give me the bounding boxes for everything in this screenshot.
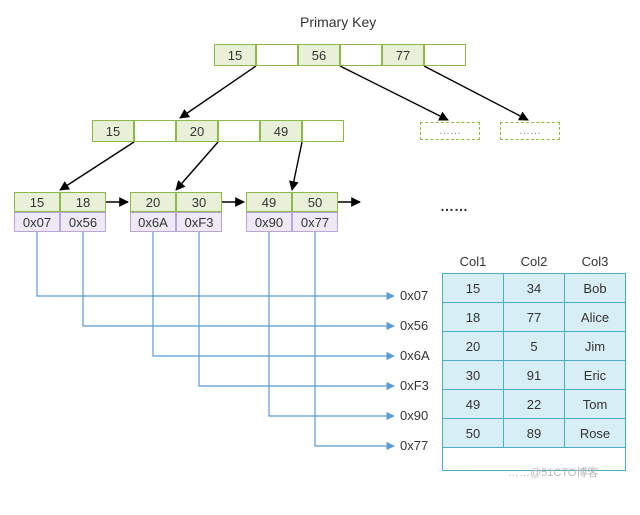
leaf-node: 49500x900x77 [246,192,338,232]
table-cell: Jim [565,332,626,361]
leaf-key-cell: 50 [292,192,338,212]
diagram-title: Primary Key [300,14,376,30]
pointer-label: 0x07 [400,288,428,303]
node-cell: 15 [214,44,256,66]
pointer-label: 0xF3 [400,378,429,393]
node-cell [424,44,466,66]
node-cell: 49 [260,120,302,142]
table-row: 3091Eric [443,361,626,390]
node-cell: 56 [298,44,340,66]
leaf-key-cell: 15 [14,192,60,212]
dashed-node: …… [420,122,480,140]
table-row: 1877Alice [443,303,626,332]
table-cell: Bob [565,274,626,303]
leaf-ptr-cell: 0x07 [14,212,60,232]
table-cell: Rose [565,419,626,448]
table-cell: Eric [565,361,626,390]
node-cell: 15 [92,120,134,142]
table-row: 205Jim [443,332,626,361]
node-cell [134,120,176,142]
pointer-label: 0x90 [400,408,428,423]
node-cell [256,44,298,66]
btree-mid-node: 15 20 49 [92,120,344,142]
table-header: Col2 [504,250,565,274]
watermark: ……@51CTO博客 [508,464,598,480]
leaf-ptr-cell: 0x6A [130,212,176,232]
table-cell: 5 [504,332,565,361]
leaf-node: 15180x070x56 [14,192,106,232]
table-row: 4922Tom [443,390,626,419]
leaf-key-cell: 20 [130,192,176,212]
pointer-label: 0x6A [400,348,430,363]
table-cell: 34 [504,274,565,303]
node-cell: 20 [176,120,218,142]
table-cell: 18 [443,303,504,332]
table-cell: Alice [565,303,626,332]
table-cell: 77 [504,303,565,332]
table-header: Col3 [565,250,626,274]
pointer-label: 0x56 [400,318,428,333]
leaf-key-cell: 49 [246,192,292,212]
leaf-ellipsis: …… [440,198,468,214]
btree-root-node: 15 56 77 [214,44,466,66]
table-row: 5089Rose [443,419,626,448]
table-cell: 49 [443,390,504,419]
table-cell: 30 [443,361,504,390]
table-cell: Tom [565,390,626,419]
node-cell: 77 [382,44,424,66]
pointer-label: 0x77 [400,438,428,453]
table-cell: 89 [504,419,565,448]
leaf-node: 20300x6A0xF3 [130,192,222,232]
table-cell: 91 [504,361,565,390]
node-cell [218,120,260,142]
table-cell: 50 [443,419,504,448]
table-header: Col1 [443,250,504,274]
data-table: Col1Col2Col31534Bob1877Alice205Jim3091Er… [442,250,626,471]
node-cell [340,44,382,66]
leaf-ptr-cell: 0xF3 [176,212,222,232]
leaf-ptr-cell: 0x77 [292,212,338,232]
leaf-key-cell: 18 [60,192,106,212]
dashed-node: …… [500,122,560,140]
leaf-ptr-cell: 0x90 [246,212,292,232]
table-cell: 20 [443,332,504,361]
node-cell [302,120,344,142]
table-cell: 22 [504,390,565,419]
leaf-ptr-cell: 0x56 [60,212,106,232]
table-row: 1534Bob [443,274,626,303]
leaf-key-cell: 30 [176,192,222,212]
table-cell: 15 [443,274,504,303]
